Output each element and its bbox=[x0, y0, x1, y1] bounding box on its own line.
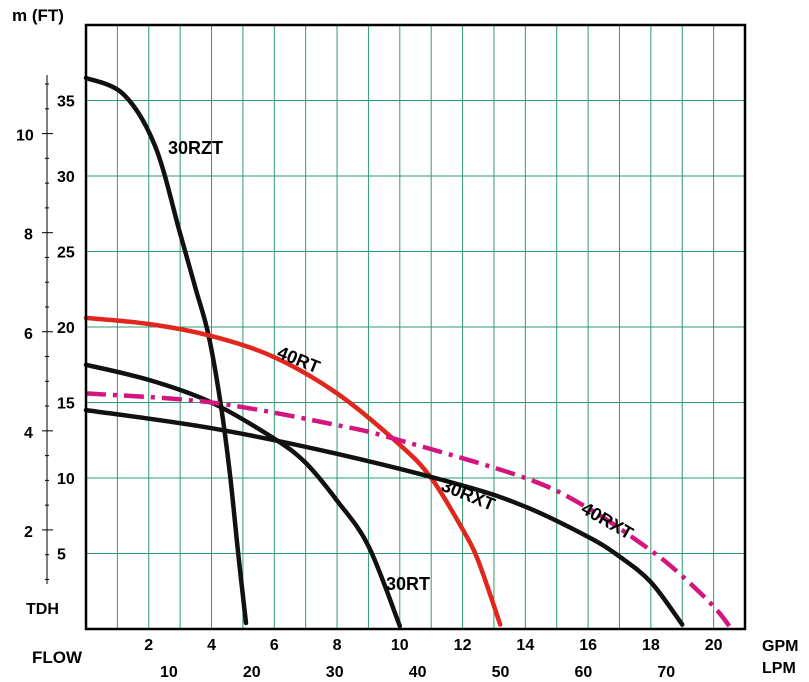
x-lpm-tick-label: 30 bbox=[326, 664, 344, 681]
gpm-unit-label: GPM bbox=[762, 638, 798, 655]
x-lpm-tick-label: 50 bbox=[492, 664, 510, 681]
curve-label-30rzt: 30RZT bbox=[168, 138, 223, 158]
curve-30rxt bbox=[83, 407, 685, 627]
y-ft-tick-label: 20 bbox=[57, 320, 75, 337]
y-ft-tick-label: 35 bbox=[57, 94, 75, 111]
curve-30rzt bbox=[83, 75, 249, 626]
y-ft-tick-label: 10 bbox=[57, 471, 75, 488]
y-ft-tick-label: 25 bbox=[57, 245, 75, 262]
x-gpm-tick-label: 8 bbox=[333, 637, 342, 654]
y-m-tick-label: 4 bbox=[24, 425, 33, 442]
x-lpm-tick-label: 70 bbox=[657, 664, 675, 681]
y-m-tick-label: 8 bbox=[24, 227, 33, 244]
x-gpm-tick-label: 16 bbox=[579, 637, 597, 654]
curve-40rt bbox=[83, 315, 503, 627]
tdh-label: TDH bbox=[26, 601, 59, 618]
x-gpm-tick-label: 4 bbox=[207, 637, 216, 654]
x-lpm-tick-label: 20 bbox=[243, 664, 261, 681]
x-gpm-tick-label: 14 bbox=[516, 637, 534, 654]
curve-label-30rxt: 30RXT bbox=[439, 475, 498, 515]
flow-label: FLOW bbox=[32, 648, 83, 667]
x-gpm-tick-label: 12 bbox=[454, 637, 472, 654]
y-ft-tick-label: 5 bbox=[57, 547, 66, 564]
y-ft-tick-label: 30 bbox=[57, 169, 75, 186]
axes: 5 10 15 20 25 30 35 2 4 6 8 10 2 4 6 8 10 12 14 16 18 20 10 20 3… bbox=[12, 6, 798, 681]
curve-40rxt bbox=[85, 391, 732, 628]
x-lpm-tick-label: 40 bbox=[409, 664, 427, 681]
y-m-tick-label: 2 bbox=[24, 524, 33, 541]
x-gpm-tick-label: 10 bbox=[391, 637, 409, 654]
curve-30rt bbox=[83, 362, 403, 629]
x-lpm-tick-label: 60 bbox=[574, 664, 592, 681]
plot-frame bbox=[84, 23, 747, 631]
lpm-unit-label: LPM bbox=[762, 660, 796, 677]
x-gpm-tick-label: 2 bbox=[144, 637, 153, 654]
curve-label-30rt: 30RT bbox=[386, 574, 430, 594]
y-m-tick-label: 10 bbox=[16, 128, 34, 145]
grid bbox=[86, 25, 745, 629]
x-gpm-tick-label: 20 bbox=[705, 637, 723, 654]
x-lpm-tick-label: 10 bbox=[160, 664, 178, 681]
x-gpm-tick-label: 6 bbox=[270, 637, 279, 654]
y-axis-title: m (FT) bbox=[12, 6, 64, 25]
y-m-tick-label: 6 bbox=[24, 326, 33, 343]
x-gpm-tick-label: 18 bbox=[642, 637, 660, 654]
curves bbox=[83, 75, 732, 629]
y-ft-tick-label: 15 bbox=[57, 396, 75, 413]
